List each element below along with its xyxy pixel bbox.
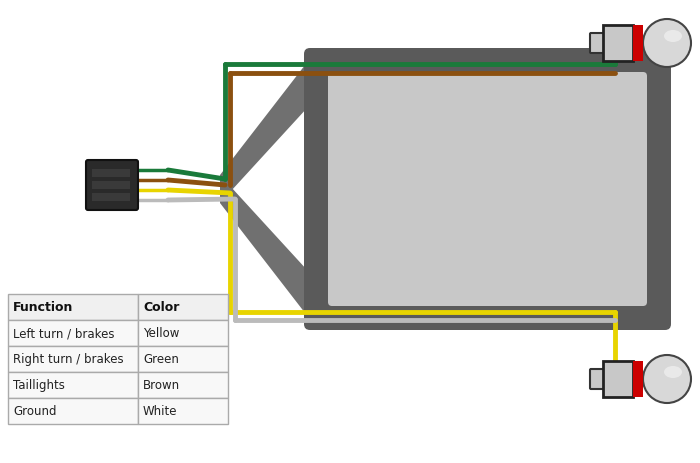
Text: Left turn / brakes: Left turn / brakes [13, 327, 115, 340]
Bar [92, 181, 130, 189]
Text: Yellow: Yellow [143, 327, 179, 340]
Bar [8, 372, 138, 398]
Text: Taillights: Taillights [13, 379, 65, 392]
Ellipse shape [664, 366, 682, 378]
FancyBboxPatch shape [304, 49, 671, 330]
Bar [633, 26, 643, 62]
FancyBboxPatch shape [590, 369, 606, 389]
Bar [8, 320, 138, 346]
Bar [8, 398, 138, 424]
Circle shape [643, 355, 691, 403]
Polygon shape [220, 57, 312, 204]
FancyBboxPatch shape [328, 73, 647, 307]
FancyBboxPatch shape [86, 161, 138, 211]
Ellipse shape [664, 31, 682, 43]
Bar [138, 398, 228, 424]
Bar [138, 294, 228, 320]
Circle shape [643, 20, 691, 68]
FancyBboxPatch shape [603, 361, 633, 397]
Bar [8, 346, 138, 372]
Text: Function: Function [13, 301, 74, 314]
Text: Ground: Ground [13, 405, 57, 418]
Bar [92, 169, 130, 178]
Bar [138, 372, 228, 398]
Bar [8, 294, 138, 320]
Bar [138, 346, 228, 372]
FancyBboxPatch shape [590, 34, 606, 54]
Text: White: White [143, 405, 178, 418]
FancyBboxPatch shape [603, 26, 633, 62]
Text: Right turn / brakes: Right turn / brakes [13, 353, 124, 366]
Bar [633, 361, 643, 397]
Text: Green: Green [143, 353, 179, 366]
Text: Brown: Brown [143, 379, 180, 392]
Bar [92, 194, 130, 201]
Text: Color: Color [143, 301, 179, 314]
Polygon shape [220, 175, 312, 322]
Bar [138, 320, 228, 346]
